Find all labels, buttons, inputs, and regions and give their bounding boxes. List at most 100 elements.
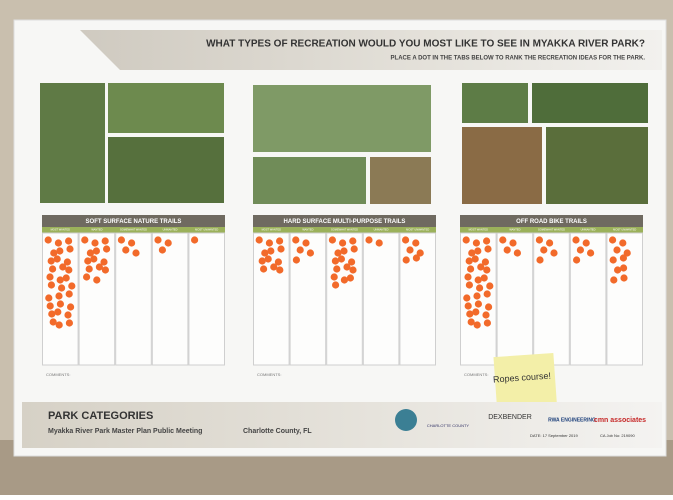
dot (472, 308, 479, 315)
dot (57, 300, 64, 307)
dot (45, 294, 52, 301)
column-label: SOMEWHAT WANTED (120, 228, 147, 232)
dot (365, 236, 372, 243)
dot (412, 239, 419, 246)
scene: WHAT TYPES OF RECREATION WOULD YOU MOST … (0, 0, 673, 495)
dot (483, 237, 490, 244)
dot (86, 265, 93, 272)
dot (483, 266, 490, 273)
dot (332, 281, 339, 288)
comments-label: COMMENTS: (46, 372, 70, 377)
column-label: WANTED (302, 228, 313, 232)
dot (103, 245, 110, 252)
dot (620, 254, 627, 261)
dot (331, 273, 338, 280)
dot (191, 236, 198, 243)
dot (587, 249, 594, 256)
dot (550, 249, 557, 256)
dot (68, 282, 75, 289)
footer-title: PARK CATEGORIES (48, 410, 153, 422)
dot (154, 236, 161, 243)
dot (413, 254, 420, 261)
dot (339, 239, 346, 246)
dot (297, 246, 304, 253)
dot (55, 239, 62, 246)
dot (376, 239, 383, 246)
dot (265, 255, 272, 262)
dot (613, 246, 620, 253)
dot (333, 265, 340, 272)
column-label: WANTED (509, 228, 520, 232)
dot (476, 284, 483, 291)
dot (583, 239, 590, 246)
dot (509, 239, 516, 246)
dot (102, 266, 109, 273)
dot (610, 276, 617, 283)
dot (91, 239, 98, 246)
footer-place: Charlotte County, FL (243, 428, 312, 435)
dot (504, 246, 511, 253)
dot (293, 256, 300, 263)
photos (40, 83, 648, 204)
dot (474, 321, 481, 328)
comments-label: COMMENTS: (464, 372, 488, 377)
column-label: UNWANTED (374, 228, 389, 232)
dot (122, 246, 129, 253)
dot (619, 239, 626, 246)
dot (536, 256, 543, 263)
dot (402, 236, 409, 243)
dot (610, 256, 617, 263)
dot (467, 265, 474, 272)
title-band (80, 30, 662, 70)
dot (54, 255, 61, 262)
dot (56, 247, 63, 254)
dot (83, 273, 90, 280)
dot (473, 292, 480, 299)
column-label: UNWANTED (163, 228, 178, 232)
column-label: SOMEWHAT WANTED (538, 228, 565, 232)
logo: CHARLOTTE COUNTY (427, 423, 470, 428)
dot (55, 292, 62, 299)
dot (66, 245, 73, 252)
dot (514, 249, 521, 256)
logo: RWA ENGINEERING (548, 417, 596, 423)
comments-label: COMMENTS: (257, 372, 281, 377)
title: WHAT TYPES OF RECREATION WOULD YOU MOST … (206, 39, 645, 50)
column-label: MOST UNWANTED (406, 228, 429, 232)
dot (484, 319, 491, 326)
dot (307, 249, 314, 256)
dot (572, 236, 579, 243)
dot (66, 290, 73, 297)
dot (276, 266, 283, 273)
dot (347, 274, 354, 281)
footer-band (22, 402, 662, 448)
dot (609, 236, 616, 243)
dot (93, 276, 100, 283)
logo-seal (395, 409, 417, 431)
dot (277, 245, 284, 252)
dot (340, 247, 347, 254)
dot (48, 281, 55, 288)
dot (463, 294, 470, 301)
dot (302, 239, 309, 246)
dot (403, 256, 410, 263)
dot (481, 274, 488, 281)
dot (499, 236, 506, 243)
dot (65, 237, 72, 244)
dot (473, 239, 480, 246)
column-label: SOMEWHAT WANTED (331, 228, 358, 232)
footer-date: DATE: 17 September 2019 (530, 433, 579, 438)
dot (292, 236, 299, 243)
column-label: MOST UNWANTED (195, 228, 218, 232)
dot (484, 245, 491, 252)
dot (482, 311, 489, 318)
dot (474, 247, 481, 254)
dot (118, 236, 125, 243)
dot (475, 300, 482, 307)
panel-title: SOFT SURFACE NATURE TRAILS (86, 219, 182, 225)
logo: DEXBENDER (488, 414, 532, 421)
dot (406, 246, 413, 253)
logo: cmn associates (594, 417, 646, 424)
column (363, 233, 399, 365)
dot (260, 265, 267, 272)
